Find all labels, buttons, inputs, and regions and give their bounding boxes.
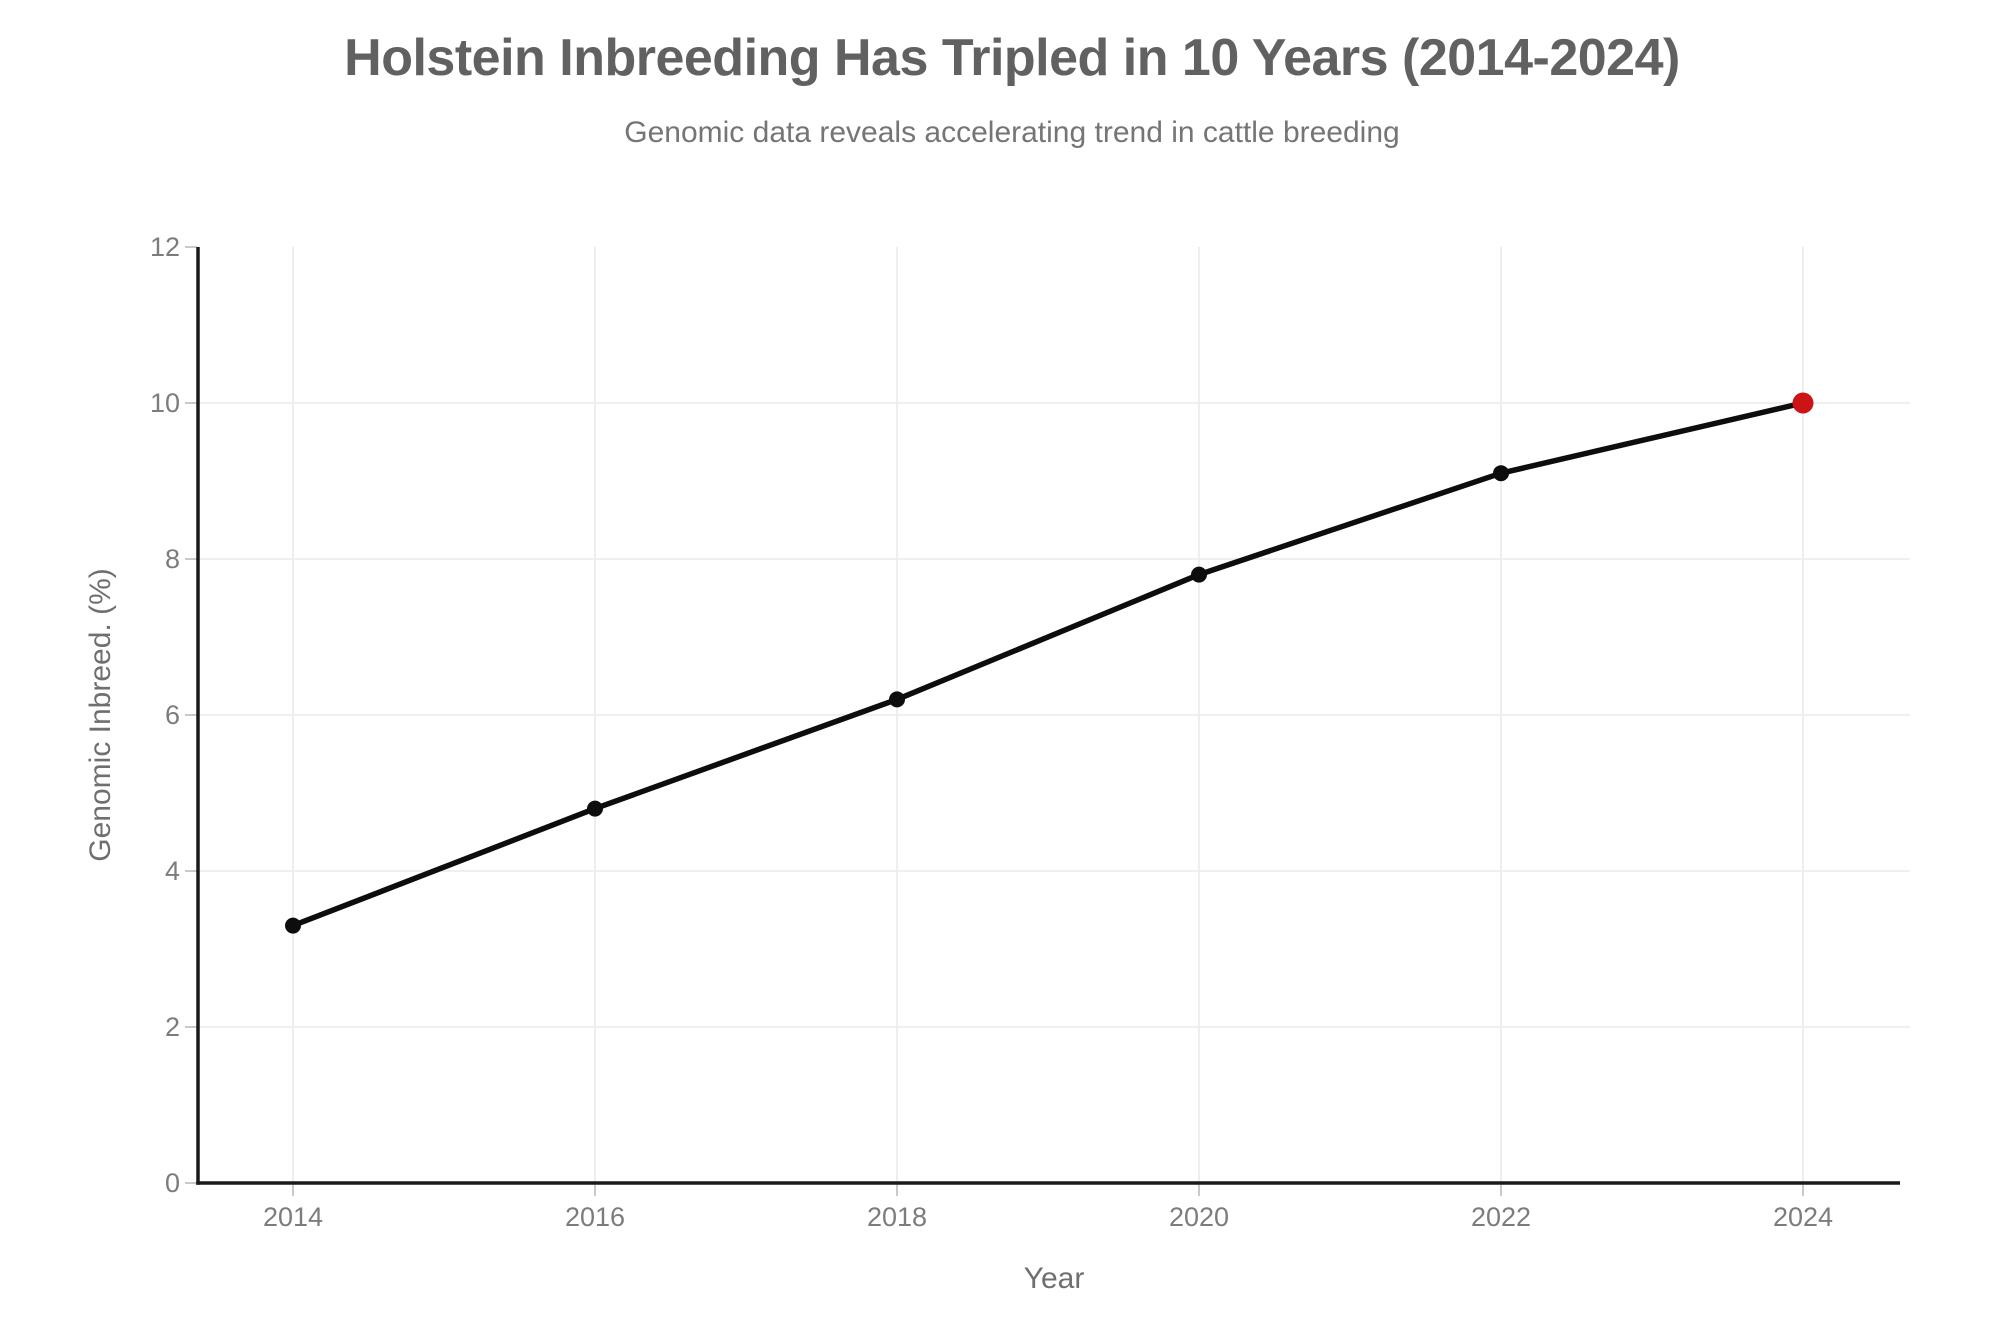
y-tick-label: 10: [150, 388, 180, 418]
data-point: [1493, 465, 1509, 482]
data-point: [1191, 566, 1207, 583]
x-tick-label: 2018: [867, 1202, 927, 1232]
y-tick-label: 4: [165, 856, 180, 886]
x-tick-label: 2016: [565, 1202, 625, 1232]
x-axis-title: Year: [1024, 1262, 1085, 1295]
x-tick-label: 2024: [1773, 1202, 1833, 1232]
y-tick-label: 6: [165, 700, 180, 730]
data-point: [285, 917, 301, 934]
y-tick-label: 2: [165, 1012, 180, 1042]
x-tick-label: 2014: [263, 1202, 323, 1232]
data-point-final: [1792, 392, 1814, 414]
y-axis-title: Genomic Inbreed. (%): [84, 568, 117, 861]
y-tick-label: 8: [165, 544, 180, 574]
chart-title: Holstein Inbreeding Has Tripled in 10 Ye…: [344, 29, 1680, 87]
y-tick-label: 0: [165, 1168, 180, 1198]
x-tick-label: 2020: [1169, 1202, 1229, 1232]
trend-line: [290, 400, 1806, 929]
data-point: [889, 691, 905, 708]
data-point: [587, 800, 603, 817]
chart-subtitle: Genomic data reveals accelerating trend …: [624, 116, 1400, 149]
y-tick-label: 12: [150, 232, 180, 262]
x-tick-label: 2022: [1471, 1202, 1531, 1232]
